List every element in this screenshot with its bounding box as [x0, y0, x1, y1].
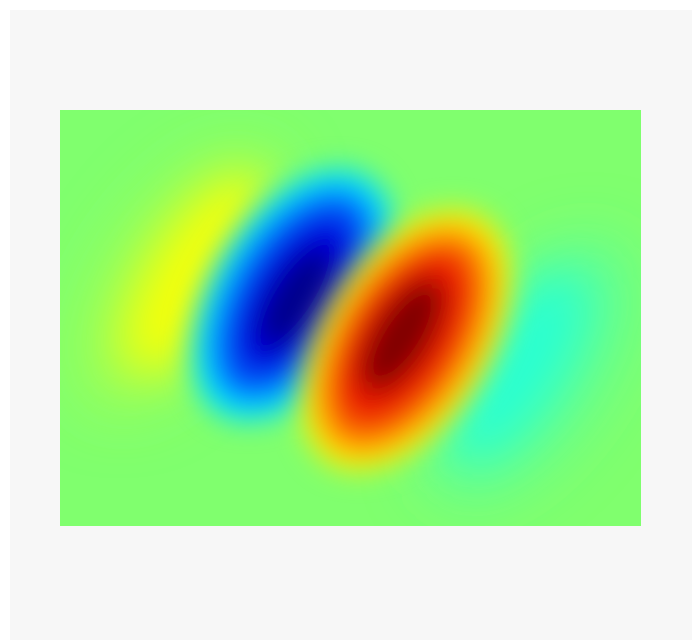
right-side-lobe: [448, 268, 588, 462]
heatmap-svg: [60, 110, 641, 526]
positive-core: [358, 276, 446, 394]
positive-main-lobe: [301, 209, 511, 471]
gabor-heatmap: [60, 110, 641, 526]
figure-panel: [10, 10, 692, 640]
negative-core: [258, 246, 334, 350]
left-side-lobe: [123, 174, 267, 376]
yellow-lobe: [123, 174, 267, 376]
cyan-lobe: [448, 268, 588, 462]
